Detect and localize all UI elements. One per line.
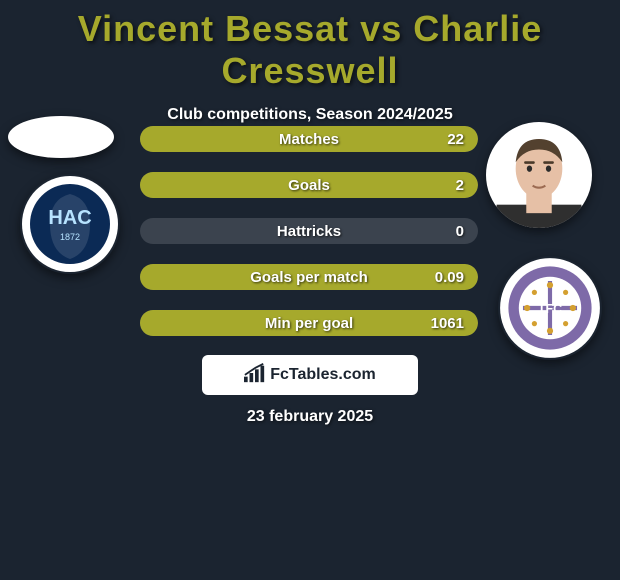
stat-row: Goals per match0.09 [140,264,478,290]
brand-text: FcTables.com [270,366,376,384]
stat-label: Goals [140,177,478,194]
stat-value-right: 22 [447,131,464,148]
stat-row: Min per goal1061 [140,310,478,336]
page-title: Vincent Bessat vs Charlie Cresswell [0,0,620,92]
stat-row: Goals2 [140,172,478,198]
svg-text:1872: 1872 [60,232,80,242]
stat-label: Hattricks [140,223,478,240]
stat-label: Matches [140,131,478,148]
stat-value-right: 2 [456,177,464,194]
player-right-club-badge: TFC [498,256,602,360]
player-left-avatar [8,116,114,158]
player-left-club-badge: HAC 1872 [20,174,120,274]
brand-chart-icon [244,363,266,388]
player-right-avatar [486,122,592,228]
svg-text:HAC: HAC [48,207,91,229]
stats-container: Matches22 Goals2 Hattricks0 Goals per match… [140,126,478,356]
stat-row: Matches22 [140,126,478,152]
stat-label: Goals per match [140,269,478,286]
stat-value-right: 0 [456,223,464,240]
stat-row: Hattricks0 [140,218,478,244]
stat-label: Min per goal [140,315,478,332]
brand-badge: FcTables.com [202,355,418,395]
stat-value-right: 0.09 [435,269,464,286]
stat-value-right: 1061 [431,315,464,332]
svg-text:TFC: TFC [538,302,562,316]
date-text: 23 february 2025 [0,408,620,426]
